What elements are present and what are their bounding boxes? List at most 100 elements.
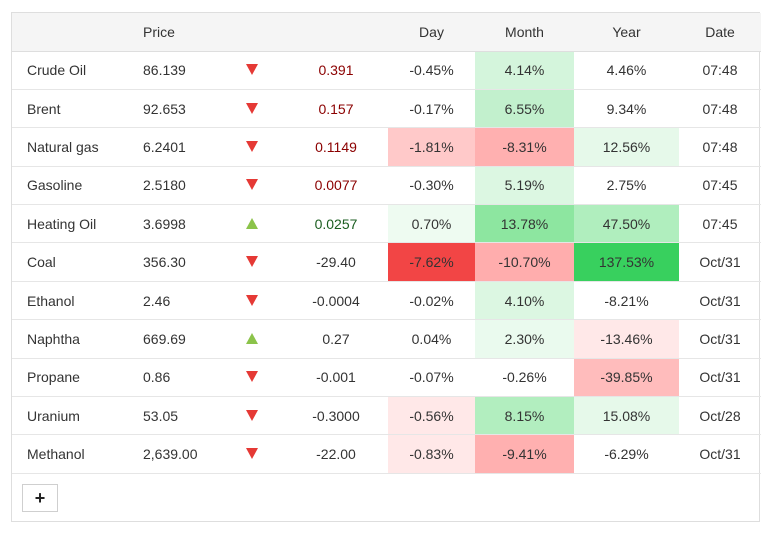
year-change-cell: 15.08% [574, 396, 679, 435]
day-change-cell: -7.62% [388, 242, 475, 282]
price-cell: 2.46 [143, 292, 171, 309]
table-row[interactable]: Methanol 2,639.00 -22.00 -0.83% -9.41% -6.29%… [12, 434, 761, 474]
table-row[interactable]: Natural gas 6.2401 0.1149 -1.81% -8.31% 12.56… [12, 127, 761, 167]
direction-cell [244, 281, 284, 319]
arrow-up-icon [246, 332, 258, 344]
arrow-up-icon [246, 217, 258, 229]
month-change-cell: -8.31% [475, 127, 574, 167]
table-row[interactable]: Brent 92.653 0.157 -0.17% 6.55% 9.34% 07:48 [12, 89, 761, 128]
price-cell: 92.653 [143, 100, 186, 117]
change-cell: 0.1149 [315, 138, 357, 155]
price-cell: 2,639.00 [143, 446, 198, 463]
table-row[interactable]: Gasoline 2.5180 0.0077 -0.30% 5.19% 2.75% 07:4… [12, 166, 761, 205]
header-date[interactable]: Date [679, 13, 761, 52]
day-change-cell: -0.45% [388, 51, 475, 90]
date-cell: 07:48 [702, 62, 738, 79]
day-change-cell: -0.17% [388, 89, 475, 128]
year-change-cell: -13.46% [574, 319, 679, 359]
arrow-down-icon [246, 140, 258, 152]
date-cell: 07:45 [702, 177, 738, 194]
month-change-cell: 6.55% [475, 89, 574, 128]
add-row-button[interactable]: + [22, 484, 58, 512]
change-cell: -0.0004 [312, 292, 360, 309]
change-cell: -0.3000 [312, 407, 360, 424]
date-cell: 07:48 [702, 138, 738, 155]
header-day[interactable]: Day [388, 13, 475, 52]
arrow-down-icon [246, 102, 258, 114]
year-change-cell: 9.34% [574, 89, 679, 128]
direction-cell [244, 166, 284, 204]
year-change-cell: -6.29% [574, 434, 679, 474]
header-arrow [244, 13, 284, 52]
arrow-down-icon [246, 256, 258, 268]
arrow-down-icon [246, 409, 258, 421]
change-cell: 0.157 [318, 100, 354, 117]
change-cell: 0.27 [322, 330, 350, 347]
month-change-cell: 2.30% [475, 319, 574, 359]
year-change-cell: 12.56% [574, 127, 679, 167]
table-row[interactable]: Coal 356.30 -29.40 -7.62% -10.70% 137.53% Oct/… [12, 242, 761, 282]
date-cell: Oct/31 [699, 254, 741, 271]
price-cell: 669.69 [143, 330, 186, 347]
header-change [284, 13, 388, 52]
table-row[interactable]: Uranium 53.05 -0.3000 -0.56% 8.15% 15.08% Oct/… [12, 396, 761, 435]
date-cell: Oct/28 [699, 407, 741, 424]
commodity-name: Natural gas [27, 138, 99, 155]
price-cell: 356.30 [143, 254, 186, 271]
table-header-row: Price Day Month Year Date [12, 13, 761, 52]
change-cell: 0.391 [318, 62, 354, 79]
direction-cell [244, 89, 284, 127]
table-row[interactable]: Ethanol 2.46 -0.0004 -0.02% 4.10% -8.21% Oct/3… [12, 281, 761, 320]
commodity-name: Heating Oil [27, 215, 97, 232]
arrow-down-icon [246, 64, 258, 76]
day-change-cell: -0.07% [388, 358, 475, 397]
arrow-down-icon [246, 448, 258, 460]
date-cell: Oct/31 [699, 369, 741, 386]
price-cell: 53.05 [143, 407, 179, 424]
header-month[interactable]: Month [475, 13, 574, 52]
header-year[interactable]: Year [574, 13, 679, 52]
month-change-cell: -10.70% [475, 242, 574, 282]
date-cell: 07:45 [702, 215, 738, 232]
table-row[interactable]: Naphtha 669.69 0.27 0.04% 2.30% -13.46% Oct/31 [12, 319, 761, 359]
energy-commodities-panel: Price Day Month Year Date Crude Oil 86.13… [11, 12, 761, 522]
table-row[interactable]: Crude Oil 86.139 0.391 -0.45% 4.14% 4.46% 07:4… [12, 51, 761, 90]
commodities-table: Price Day Month Year Date Crude Oil 86.13… [12, 13, 761, 474]
table-row[interactable]: Propane 0.86 -0.001 -0.07% -0.26% -39.85% Oct/… [12, 358, 761, 397]
day-change-cell: -0.30% [388, 166, 475, 205]
day-change-cell: 0.04% [388, 319, 475, 359]
month-change-cell: -0.26% [475, 358, 574, 397]
price-cell: 0.86 [143, 369, 171, 386]
date-cell: Oct/31 [699, 292, 741, 309]
table-row[interactable]: Heating Oil 3.6998 0.0257 0.70% 13.78% 47.50%… [12, 204, 761, 243]
month-change-cell: -9.41% [475, 434, 574, 474]
arrow-down-icon [246, 294, 258, 306]
arrow-down-icon [246, 179, 258, 191]
change-cell: 0.0077 [314, 177, 358, 194]
year-change-cell: -39.85% [574, 358, 679, 397]
commodity-name: Brent [27, 100, 61, 117]
commodity-name: Propane [27, 369, 80, 386]
commodity-name: Methanol [27, 446, 85, 463]
change-cell: 0.0257 [314, 215, 358, 232]
direction-cell [244, 320, 284, 358]
header-price[interactable]: Price [143, 13, 244, 52]
month-change-cell: 4.14% [475, 51, 574, 90]
direction-cell [244, 128, 284, 166]
change-cell: -29.40 [316, 254, 356, 271]
commodity-name: Ethanol [27, 292, 75, 309]
month-change-cell: 5.19% [475, 166, 574, 205]
month-change-cell: 13.78% [475, 204, 574, 243]
direction-cell [244, 205, 284, 243]
direction-cell [244, 243, 284, 281]
year-change-cell: 4.46% [574, 51, 679, 90]
arrow-down-icon [246, 371, 258, 383]
price-cell: 2.5180 [143, 177, 186, 194]
year-change-cell: 137.53% [574, 242, 679, 282]
direction-cell [244, 51, 284, 89]
year-change-cell: 47.50% [574, 204, 679, 243]
commodity-name: Coal [27, 254, 56, 271]
day-change-cell: -0.83% [388, 434, 475, 474]
price-cell: 6.2401 [143, 138, 186, 155]
year-change-cell: -8.21% [574, 281, 679, 320]
